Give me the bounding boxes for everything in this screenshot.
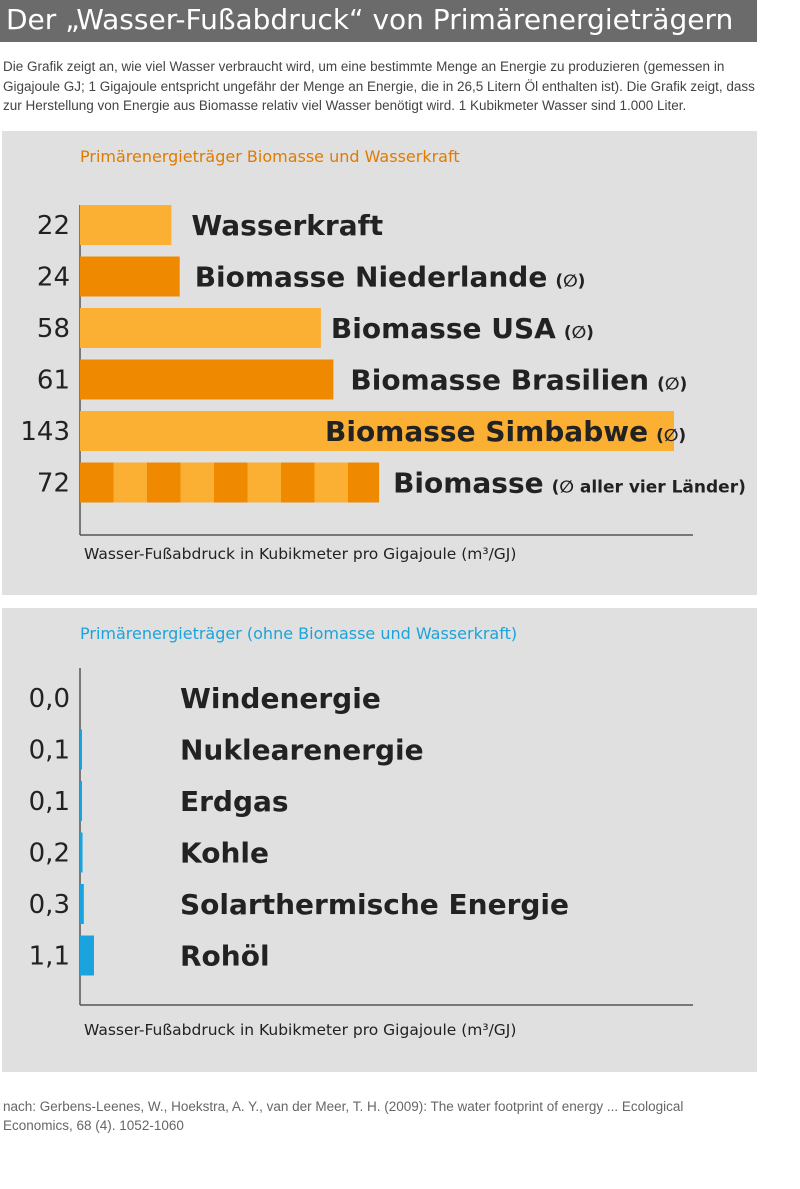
category-label: Nuklearenergie bbox=[180, 734, 424, 767]
bar-2 bbox=[80, 256, 180, 297]
bar-segment bbox=[314, 462, 348, 503]
intro-text: Die Grafik zeigt an, wie viel Wasser ver… bbox=[3, 59, 755, 113]
bar-6 bbox=[80, 935, 94, 976]
x-axis-label: Wasser-Fußabdruck in Kubikmeter pro Giga… bbox=[84, 545, 516, 563]
category-name: Biomasse USA bbox=[331, 312, 556, 345]
value-label: 143 bbox=[20, 417, 70, 447]
bar-segment bbox=[348, 462, 380, 503]
category-label: Biomasse USA (∅) bbox=[331, 312, 594, 345]
value-label: 0,3 bbox=[29, 890, 70, 920]
bar-biomasse-average bbox=[80, 462, 380, 503]
other-chart-panel bbox=[2, 608, 757, 1072]
bar-segment bbox=[113, 462, 147, 503]
value-label: 0,0 bbox=[29, 684, 70, 714]
category-label: Biomasse Simbabwe (∅) bbox=[325, 415, 686, 448]
category-annotation: (∅) bbox=[564, 323, 594, 343]
category-label: Rohöl bbox=[180, 940, 270, 973]
value-label: 72 bbox=[37, 469, 70, 499]
category-name: Biomasse Brasilien bbox=[350, 364, 649, 397]
biomass-chart-title: Primärenergieträger Biomasse und Wasserk… bbox=[80, 147, 460, 166]
title-bar: Der „Wasser-Fußabdruck“ von Primärenergi… bbox=[0, 0, 757, 42]
value-label: 0,2 bbox=[29, 839, 70, 869]
bar-3 bbox=[80, 781, 82, 821]
bar-segment bbox=[147, 462, 181, 503]
category-label: Biomasse (∅ aller vier Länder) bbox=[393, 467, 746, 500]
value-label: 0,1 bbox=[29, 787, 70, 817]
category-label: Wasserkraft bbox=[191, 209, 383, 242]
source-note: nach: Gerbens-Leenes, W., Hoekstra, A. Y… bbox=[3, 1099, 684, 1133]
category-name: Biomasse bbox=[393, 467, 544, 500]
bar-1 bbox=[80, 205, 172, 245]
category-name: Biomasse Niederlande bbox=[195, 261, 548, 294]
value-label: 1,1 bbox=[29, 942, 70, 972]
biomass-chart: 22 Wasserkraft 24 Biomasse Niederlande (∅) 58… bbox=[20, 205, 746, 563]
bar-4 bbox=[80, 359, 334, 400]
bar-segment bbox=[281, 462, 315, 503]
page-title: Der „Wasser-Fußabdruck“ von Primärenergi… bbox=[6, 3, 734, 36]
category-label: Erdgas bbox=[180, 785, 289, 818]
bar-2 bbox=[80, 729, 82, 770]
category-label: Windenergie bbox=[180, 682, 381, 715]
category-annotation: (∅ aller vier Länder) bbox=[552, 478, 746, 498]
value-label: 58 bbox=[37, 314, 70, 344]
value-label: 22 bbox=[37, 211, 70, 241]
category-name: Biomasse Simbabwe bbox=[325, 415, 648, 448]
value-label: 61 bbox=[37, 366, 70, 396]
category-label: Kohle bbox=[180, 837, 269, 870]
x-axis-label: Wasser-Fußabdruck in Kubikmeter pro Giga… bbox=[84, 1021, 516, 1039]
other-chart-title: Primärenergieträger (ohne Biomasse und W… bbox=[80, 624, 518, 643]
category-annotation: (∅) bbox=[555, 272, 585, 292]
bar-segment bbox=[180, 462, 214, 503]
other-energy-chart: 0,0 Windenergie 0,1 Nuklearenergie 0,1 Erdgas… bbox=[29, 668, 693, 1039]
bar-4 bbox=[80, 832, 83, 873]
category-label: Solarthermische Energie bbox=[180, 888, 569, 921]
category-label: Biomasse Brasilien (∅) bbox=[350, 364, 687, 397]
value-label: 0,1 bbox=[29, 736, 70, 766]
category-label: Biomasse Niederlande (∅) bbox=[195, 261, 586, 294]
bar-segment bbox=[247, 462, 281, 503]
category-annotation: (∅) bbox=[657, 375, 687, 395]
bar-segment bbox=[80, 462, 114, 503]
category-annotation: (∅) bbox=[656, 426, 686, 446]
bar-3 bbox=[80, 308, 321, 348]
category-name: Wasserkraft bbox=[191, 209, 383, 242]
value-label: 24 bbox=[37, 263, 70, 293]
bar-5 bbox=[80, 884, 84, 924]
bar-segment bbox=[214, 462, 248, 503]
bar-5 bbox=[80, 411, 674, 451]
